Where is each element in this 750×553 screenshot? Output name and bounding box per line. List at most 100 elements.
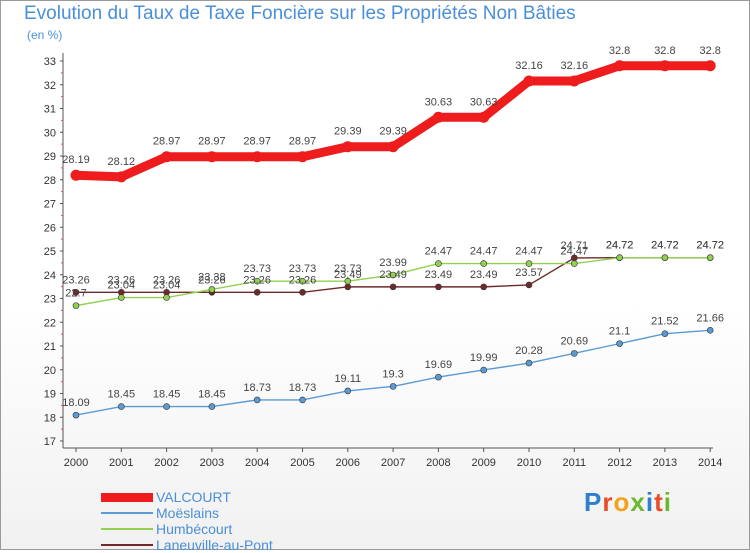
- y-tick-label: 32: [44, 80, 56, 92]
- data-point: [661, 330, 669, 337]
- data-point: [435, 260, 442, 267]
- data-label: 23.99: [379, 257, 407, 269]
- chart-title: Evolution du Taux de Taxe Foncière sur l…: [24, 3, 576, 24]
- data-label: 19.69: [425, 359, 453, 371]
- x-tick-label: 2014: [698, 457, 722, 469]
- data-label: 32.16: [515, 60, 543, 72]
- data-point: [659, 60, 671, 72]
- x-tick-label: 2013: [653, 457, 677, 469]
- y-tick-label: 22: [44, 317, 56, 329]
- data-point: [435, 283, 442, 291]
- y-tick-label: 33: [44, 56, 56, 68]
- data-label: 23.49: [334, 269, 362, 281]
- logo-letter: i: [645, 487, 655, 517]
- data-label: 24.72: [696, 240, 724, 252]
- logo-letter: x: [630, 487, 646, 517]
- data-point: [614, 60, 626, 72]
- data-point: [299, 396, 306, 404]
- data-label: 21.52: [651, 316, 679, 328]
- data-point: [253, 277, 261, 285]
- data-point: [299, 277, 306, 285]
- data-point: [568, 75, 580, 87]
- data-label: 28.97: [243, 136, 271, 148]
- data-point: [389, 283, 397, 291]
- data-label: 23.04: [153, 280, 181, 292]
- data-label: 24.47: [515, 246, 543, 258]
- data-point: [706, 254, 714, 261]
- logo-letter: t: [654, 487, 664, 517]
- data-label: 32.8: [609, 45, 630, 57]
- data-point: [253, 289, 261, 296]
- legend-swatch: [101, 492, 153, 502]
- data-point: [570, 260, 578, 267]
- data-label: 23.57: [515, 267, 543, 279]
- data-label: 23.26: [289, 274, 317, 286]
- series-line-valcourt: [71, 61, 715, 182]
- data-label: 20.28: [515, 345, 543, 357]
- x-tick-label: 2003: [200, 457, 224, 469]
- data-label: 18.09: [62, 397, 90, 409]
- data-label: 28.97: [198, 136, 226, 148]
- data-label: 21.66: [696, 312, 724, 324]
- data-label: 23.26: [243, 274, 271, 286]
- data-label: 28.12: [108, 156, 136, 168]
- y-tick-label: 19: [44, 389, 56, 401]
- x-tick-label: 2000: [64, 457, 88, 469]
- data-point: [253, 396, 261, 404]
- y-tick-label: 29: [44, 151, 56, 163]
- data-label: 23.38: [198, 271, 226, 283]
- data-label: 23.49: [470, 269, 498, 281]
- data-label: 23.26: [198, 274, 226, 286]
- y-tick-label: 17: [44, 436, 56, 448]
- data-label: 28.19: [62, 154, 90, 166]
- x-tick-label: 2009: [471, 457, 495, 469]
- data-point: [480, 283, 488, 291]
- data-point: [72, 411, 80, 419]
- data-label: 23.73: [289, 263, 317, 275]
- data-label: 29.39: [334, 126, 362, 138]
- unit-label: (en %): [27, 28, 63, 42]
- y-tick-label: 23: [44, 294, 56, 306]
- data-label: 23.73: [243, 263, 271, 275]
- data-point: [118, 403, 125, 410]
- x-tick-label: 2007: [381, 457, 405, 469]
- data-label: 32.8: [699, 45, 720, 57]
- data-label: 19.99: [470, 352, 498, 364]
- data-label: 18.45: [108, 389, 136, 401]
- data-label: 21.1: [609, 326, 630, 338]
- data-point: [72, 289, 80, 296]
- legend-label: Laneuville-au-Pont: [156, 537, 273, 553]
- data-label: 24.72: [606, 240, 634, 252]
- data-label: 18.73: [289, 382, 317, 394]
- y-tick-label: 26: [44, 222, 56, 234]
- y-tick-label: 28: [44, 175, 56, 187]
- data-label: 22.7: [65, 288, 86, 300]
- data-label: 24.72: [651, 240, 679, 252]
- data-point: [118, 294, 125, 301]
- y-tick-label: 31: [44, 104, 56, 116]
- legend-label: Moëslains: [156, 505, 220, 521]
- data-point: [480, 366, 488, 374]
- logo-letter: P: [584, 487, 603, 517]
- y-tick-label: 30: [44, 127, 56, 139]
- data-label: 30.63: [425, 96, 453, 108]
- data-point: [704, 60, 716, 72]
- data-label: 28.97: [153, 136, 181, 148]
- data-point: [525, 359, 533, 367]
- data-point: [478, 111, 490, 123]
- legend-swatch: [101, 512, 153, 514]
- data-point: [616, 254, 623, 261]
- proxiti-logo: Proxiti: [584, 487, 672, 518]
- logo-letter: i: [663, 487, 672, 517]
- data-point: [297, 151, 308, 163]
- data-label: 19.11: [334, 373, 361, 385]
- y-tick-label: 24: [44, 270, 56, 282]
- legend-label: VALCOURT: [156, 489, 231, 505]
- data-point: [389, 383, 397, 390]
- data-point: [344, 387, 352, 395]
- data-point: [299, 289, 306, 296]
- x-tick-label: 2012: [607, 457, 631, 469]
- data-point: [72, 302, 80, 309]
- data-label: 24.47: [425, 246, 453, 258]
